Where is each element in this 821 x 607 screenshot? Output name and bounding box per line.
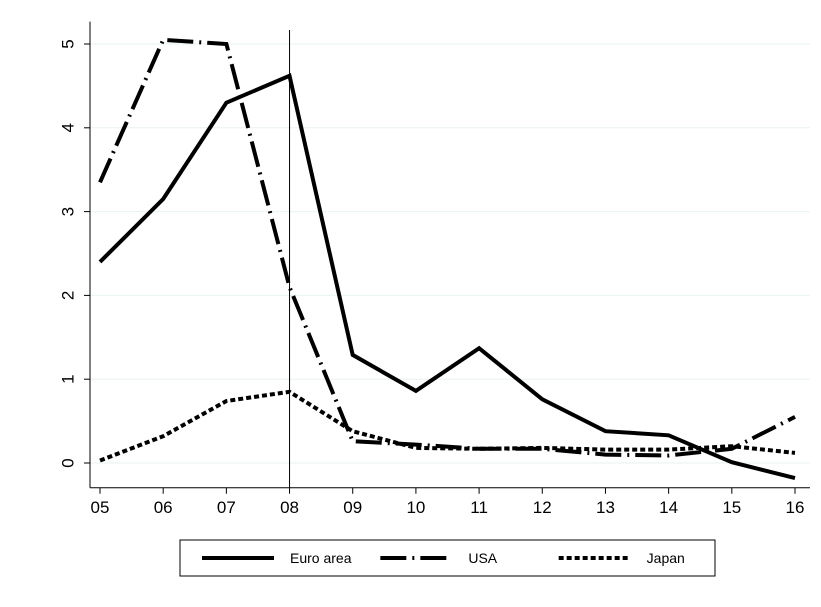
x-tick-label: 13 bbox=[596, 498, 615, 517]
x-tick-label: 05 bbox=[91, 498, 110, 517]
x-tick-label: 09 bbox=[343, 498, 362, 517]
y-tick-label: 4 bbox=[59, 123, 78, 132]
y-tick-label: 1 bbox=[59, 374, 78, 383]
plot-area bbox=[90, 30, 811, 490]
legend-label-euro-area: Euro area bbox=[290, 550, 352, 566]
series-line-usa bbox=[98, 37, 796, 458]
legend: Euro area USA Japan bbox=[179, 539, 716, 577]
x-tick-label: 11 bbox=[470, 498, 488, 517]
gridlines bbox=[90, 43, 810, 464]
y-tick-label: 3 bbox=[59, 207, 78, 216]
series-lines bbox=[98, 37, 796, 481]
x-tick-label: 14 bbox=[659, 498, 678, 517]
legend-label-usa: USA bbox=[468, 550, 497, 566]
x-tick-label: 10 bbox=[406, 498, 425, 517]
x-tick-label: 08 bbox=[280, 498, 299, 517]
y-tick-label: 0 bbox=[59, 458, 78, 467]
x-tick-label: 12 bbox=[533, 498, 552, 517]
y-tick-label: 2 bbox=[59, 291, 78, 300]
x-tick-label: 06 bbox=[154, 498, 173, 517]
legend-label-japan: Japan bbox=[647, 550, 685, 566]
y-tick-label: 5 bbox=[59, 39, 78, 48]
x-tick-label: 15 bbox=[722, 498, 741, 517]
series-line-euro-area bbox=[98, 73, 796, 481]
x-tick-label: 16 bbox=[786, 498, 805, 517]
x-tick-label: 07 bbox=[217, 498, 236, 517]
